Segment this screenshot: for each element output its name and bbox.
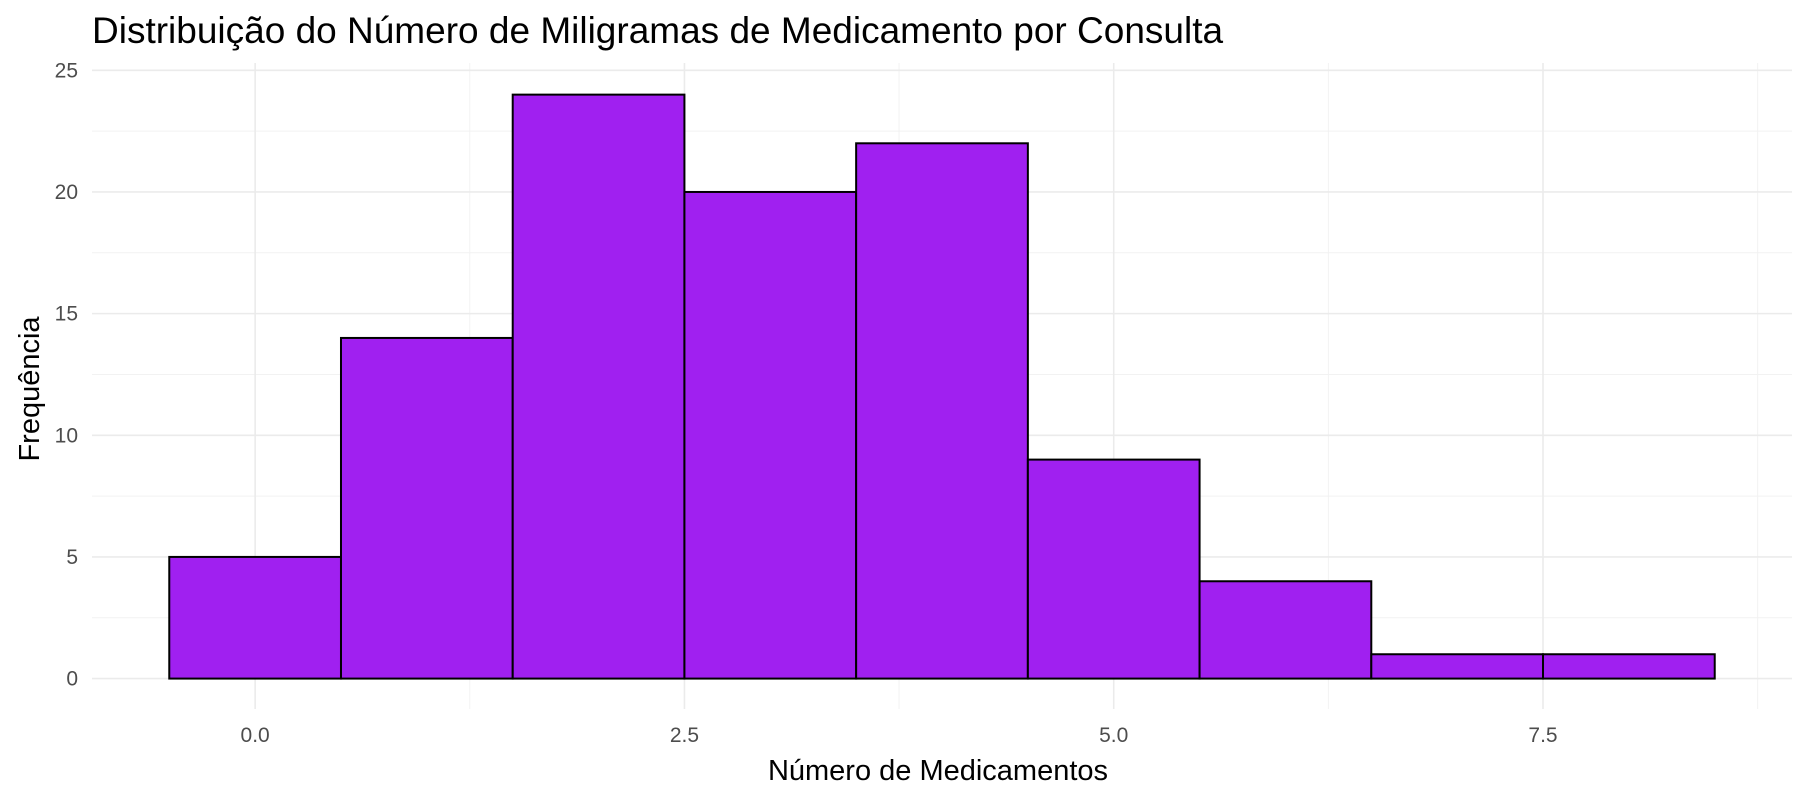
x-tick-label: 0.0 bbox=[241, 724, 270, 747]
y-tick-label: 25 bbox=[55, 59, 78, 82]
histogram-bar-6 bbox=[1026, 458, 1201, 680]
x-axis-ticks: 0.0 2.5 5.0 7.5 bbox=[241, 724, 1558, 747]
x-tick-label: 2.5 bbox=[670, 724, 699, 747]
chart-title: Distribuição do Número de Miligramas de … bbox=[92, 10, 1223, 51]
y-tick-label: 20 bbox=[55, 181, 78, 204]
y-tick-label: 5 bbox=[66, 546, 78, 569]
histogram-bar-4 bbox=[683, 190, 858, 680]
histogram-bar-1 bbox=[168, 555, 342, 680]
histogram-bar-8 bbox=[1370, 653, 1545, 680]
histogram-bar-9 bbox=[1542, 653, 1716, 680]
histogram-bar-3 bbox=[511, 93, 686, 680]
x-tick-label: 5.0 bbox=[1099, 724, 1128, 747]
y-tick-label: 10 bbox=[55, 424, 78, 447]
histogram-bar-7 bbox=[1198, 580, 1373, 680]
histogram-bar-2 bbox=[339, 336, 514, 680]
x-tick-label: 7.5 bbox=[1528, 724, 1557, 747]
x-axis-title: Número de Medicamentos bbox=[768, 755, 1108, 787]
histogram-bar-5 bbox=[855, 142, 1029, 680]
y-tick-label: 15 bbox=[55, 303, 78, 326]
y-axis-title: Frequência bbox=[14, 316, 46, 462]
y-axis-ticks: 0 5 10 15 20 25 bbox=[55, 59, 78, 690]
y-tick-label: 0 bbox=[66, 668, 78, 691]
histogram-bars bbox=[168, 93, 1716, 680]
